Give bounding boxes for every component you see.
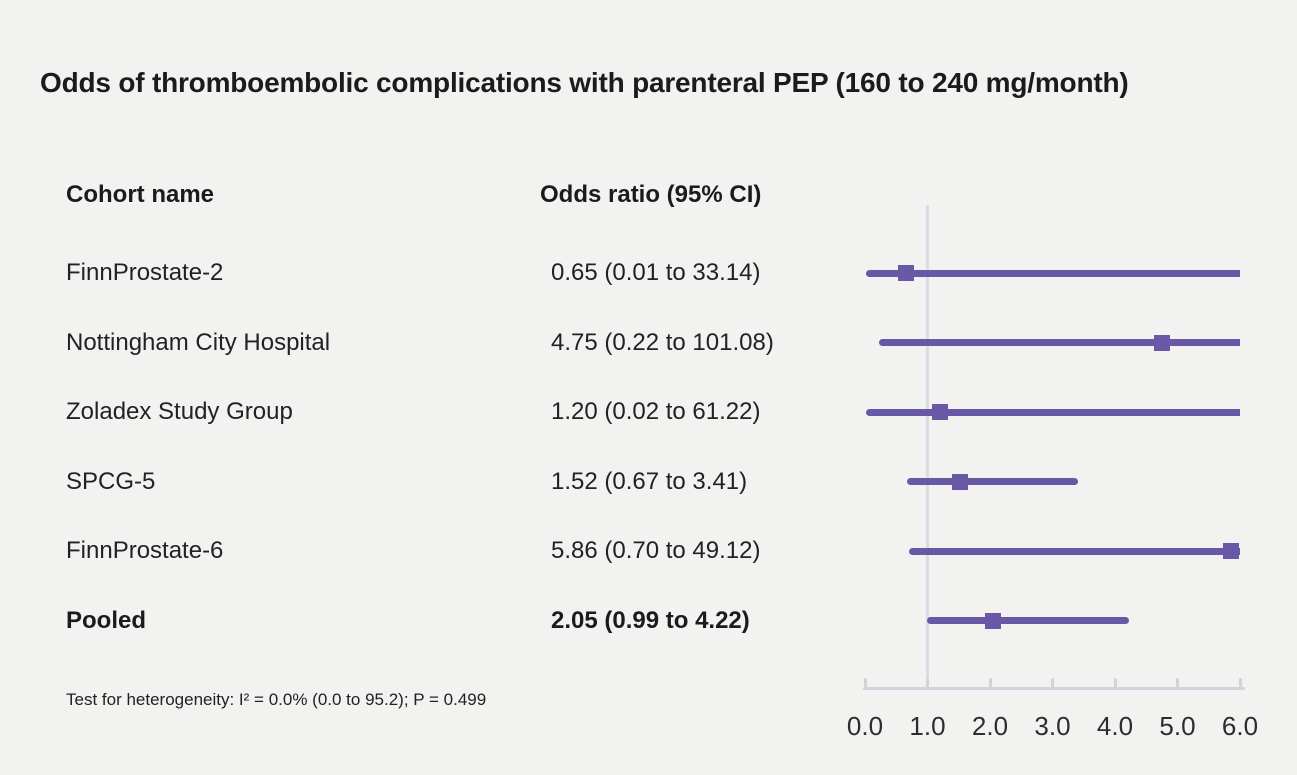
x-axis-tick xyxy=(1238,678,1242,690)
cohort-label: FinnProstate-6 xyxy=(66,537,224,564)
cohort-label: Nottingham City Hospital xyxy=(66,328,331,356)
ci-line xyxy=(865,269,1240,277)
column-header-odds-ratio: Odds ratio (95% CI) xyxy=(540,181,762,208)
odds-ratio-value: 0.65 (0.01 to 33.14) xyxy=(551,259,761,286)
cohort-label: Zoladex Study Group xyxy=(66,398,293,425)
x-axis-tick-label: 4.0 xyxy=(1096,711,1134,741)
odds-ratio-value: 1.20 (0.02 to 61.22) xyxy=(551,398,761,425)
point-marker xyxy=(1153,334,1170,351)
point-marker xyxy=(897,265,914,281)
point-marker xyxy=(932,404,948,420)
ci-line xyxy=(878,339,1240,346)
odds-ratio-value: 1.52 (0.67 to 3.41) xyxy=(551,467,748,495)
x-axis-tick-label: 3.0 xyxy=(1034,711,1071,741)
x-axis-tick xyxy=(926,678,929,690)
x-axis-tick xyxy=(1176,678,1179,690)
ci-line xyxy=(906,478,1079,485)
cohort-label: FinnProstate-2 xyxy=(66,259,224,286)
reference-line xyxy=(926,205,929,690)
x-axis-tick-label: 0.0 xyxy=(846,711,884,741)
point-marker xyxy=(985,612,1002,629)
odds-ratio-value: 4.75 (0.22 to 101.08) xyxy=(551,328,774,356)
odds-ratio-value: 5.86 (0.70 to 49.12) xyxy=(551,537,761,564)
x-axis-line xyxy=(863,687,1245,690)
point-marker xyxy=(1223,543,1240,559)
cohort-label: Pooled xyxy=(66,606,147,634)
x-axis-tick-label: 6.0 xyxy=(1221,711,1259,741)
x-axis-tick-label: 1.0 xyxy=(909,711,946,741)
x-axis-tick xyxy=(863,678,867,690)
odds-ratio-value: 2.05 (0.99 to 4.22) xyxy=(551,606,750,634)
x-axis-tick xyxy=(1051,678,1054,690)
x-axis-tick xyxy=(1113,678,1117,690)
figure-title: Odds of thromboembolic complications wit… xyxy=(40,67,1129,98)
ci-line xyxy=(866,408,1240,416)
x-axis-tick-label: 2.0 xyxy=(971,711,1009,741)
cohort-label: SPCG-5 xyxy=(66,467,156,495)
point-marker xyxy=(952,473,968,490)
x-axis-tick xyxy=(988,678,992,690)
column-header-cohort: Cohort name xyxy=(66,181,215,208)
ci-line xyxy=(908,547,1240,555)
x-axis-tick-label: 5.0 xyxy=(1159,711,1196,741)
heterogeneity-note: Test for heterogeneity: I² = 0.0% (0.0 t… xyxy=(66,690,487,709)
ci-line xyxy=(926,617,1129,624)
